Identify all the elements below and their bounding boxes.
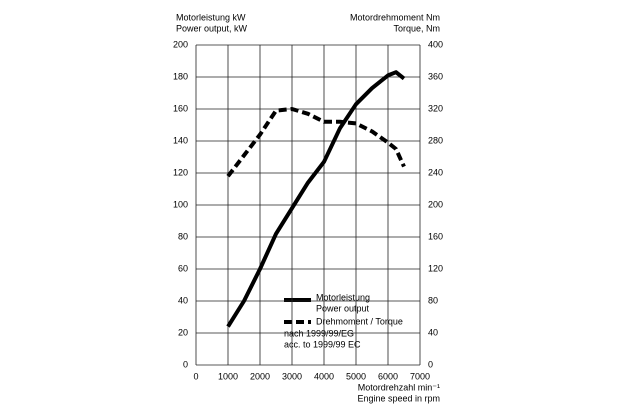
series-line (226, 70, 406, 328)
x-tick-label: 0 (193, 371, 198, 381)
left-title: Power output, kW (176, 23, 248, 33)
y-tick-label: 200 (173, 39, 188, 49)
y-tick-label: 180 (173, 71, 188, 81)
y2-tick-label: 40 (428, 327, 438, 337)
y-tick-label: 0 (183, 359, 188, 369)
y2-tick-label: 200 (428, 199, 443, 209)
y2-tick-label: 280 (428, 135, 443, 145)
legend-label: Drehmoment / Torque (316, 316, 403, 326)
x-tick-label: 1000 (218, 371, 238, 381)
x-tick-label: 6000 (378, 371, 398, 381)
x-tick-label: 2000 (250, 371, 270, 381)
y-tick-label: 100 (173, 199, 188, 209)
x-label: Motordrehzahl min⁻¹ (358, 382, 440, 392)
y-tick-label: 160 (173, 103, 188, 113)
right-title: Torque, Nm (393, 23, 440, 33)
y-tick-label: 140 (173, 135, 188, 145)
x-tick-label: 5000 (346, 371, 366, 381)
y2-tick-label: 320 (428, 103, 443, 113)
legend-label: Power output (316, 303, 370, 313)
y-tick-label: 20 (178, 327, 188, 337)
left-title: Motorleistung kW (176, 12, 246, 22)
y2-tick-label: 400 (428, 39, 443, 49)
x-tick-label: 4000 (314, 371, 334, 381)
right-title: Motordrehmoment Nm (350, 12, 440, 22)
y2-tick-label: 120 (428, 263, 443, 273)
y2-tick-label: 160 (428, 231, 443, 241)
x-label: Engine speed in rpm (357, 393, 440, 403)
y2-tick-label: 0 (428, 359, 433, 369)
y2-tick-label: 360 (428, 71, 443, 81)
note: acc. to 1999/99 EC (284, 339, 361, 349)
y2-tick-label: 240 (428, 167, 443, 177)
series-line (226, 107, 406, 178)
legend-label: Motorleistung (316, 292, 370, 302)
y-tick-label: 120 (173, 167, 188, 177)
y-tick-label: 80 (178, 231, 188, 241)
y2-tick-label: 80 (428, 295, 438, 305)
x-tick-label: 7000 (410, 371, 430, 381)
y-tick-label: 40 (178, 295, 188, 305)
y-tick-label: 60 (178, 263, 188, 273)
x-tick-label: 3000 (282, 371, 302, 381)
